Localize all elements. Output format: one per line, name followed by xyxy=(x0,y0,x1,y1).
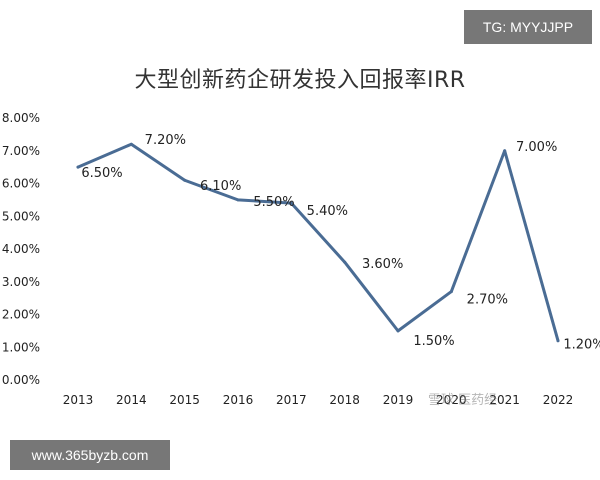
data-point xyxy=(556,339,560,343)
watermark-top-right: TG: MYYJJPP xyxy=(464,10,592,44)
data-point xyxy=(236,198,240,202)
x-tick-label: 2020 xyxy=(436,393,467,407)
x-tick-label: 2021 xyxy=(489,393,520,407)
data-point xyxy=(289,201,293,205)
data-label: 3.60% xyxy=(362,257,403,272)
x-tick-label: 2017 xyxy=(276,393,307,407)
watermark-overlay: 雪球·医药经 xyxy=(428,393,498,408)
data-label: 5.50% xyxy=(253,195,294,210)
x-tick-label: 2018 xyxy=(329,393,360,407)
y-tick-label: 3.00% xyxy=(2,275,40,289)
data-point xyxy=(129,142,133,146)
data-label: 7.00% xyxy=(516,140,557,155)
y-tick-label: 2.00% xyxy=(2,308,40,322)
series-line xyxy=(76,142,560,343)
y-tick-label: 8.00% xyxy=(2,111,40,125)
data-labels: 6.50% 7.20% 6.10% 5.50% 5.40% 3.60% 1.50% 2.70%… xyxy=(81,133,600,353)
data-point xyxy=(76,165,80,169)
x-tick-label: 2016 xyxy=(223,393,254,407)
data-point xyxy=(183,178,187,182)
x-tick-label: 2013 xyxy=(63,393,94,407)
y-axis: 0.00% 1.00% 2.00% 3.00% 4.00% 5.00% 6.00% 7.00%… xyxy=(2,111,40,387)
data-label: 6.10% xyxy=(200,179,241,194)
series-irr xyxy=(76,142,560,343)
y-tick-label: 4.00% xyxy=(2,242,40,256)
data-label: 2.70% xyxy=(467,293,508,308)
data-label: 6.50% xyxy=(81,166,122,181)
y-tick-label: 0.00% xyxy=(2,373,40,387)
data-point xyxy=(449,290,453,294)
watermark-bottom-left: www.365byzb.com xyxy=(10,440,170,470)
x-tick-label: 2014 xyxy=(116,393,147,407)
x-tick-label: 2019 xyxy=(383,393,414,407)
data-point xyxy=(503,149,507,153)
data-point xyxy=(343,260,347,264)
y-tick-label: 7.00% xyxy=(2,144,40,158)
y-tick-label: 1.00% xyxy=(2,340,40,354)
x-tick-label: 2015 xyxy=(169,393,200,407)
chart-title: 大型创新药企研发投入回报率IRR xyxy=(134,68,466,93)
data-label: 1.50% xyxy=(413,334,454,349)
x-tick-label: 2022 xyxy=(543,393,574,407)
data-label: 1.20% xyxy=(563,338,600,353)
y-tick-label: 6.00% xyxy=(2,177,40,191)
x-axis: 2013 2014 2015 2016 2017 2018 2019 2020 2021 2022 xyxy=(63,393,574,407)
data-label: 5.40% xyxy=(307,204,348,219)
data-label: 7.20% xyxy=(145,133,186,148)
data-point xyxy=(396,329,400,333)
y-tick-label: 5.00% xyxy=(2,209,40,223)
